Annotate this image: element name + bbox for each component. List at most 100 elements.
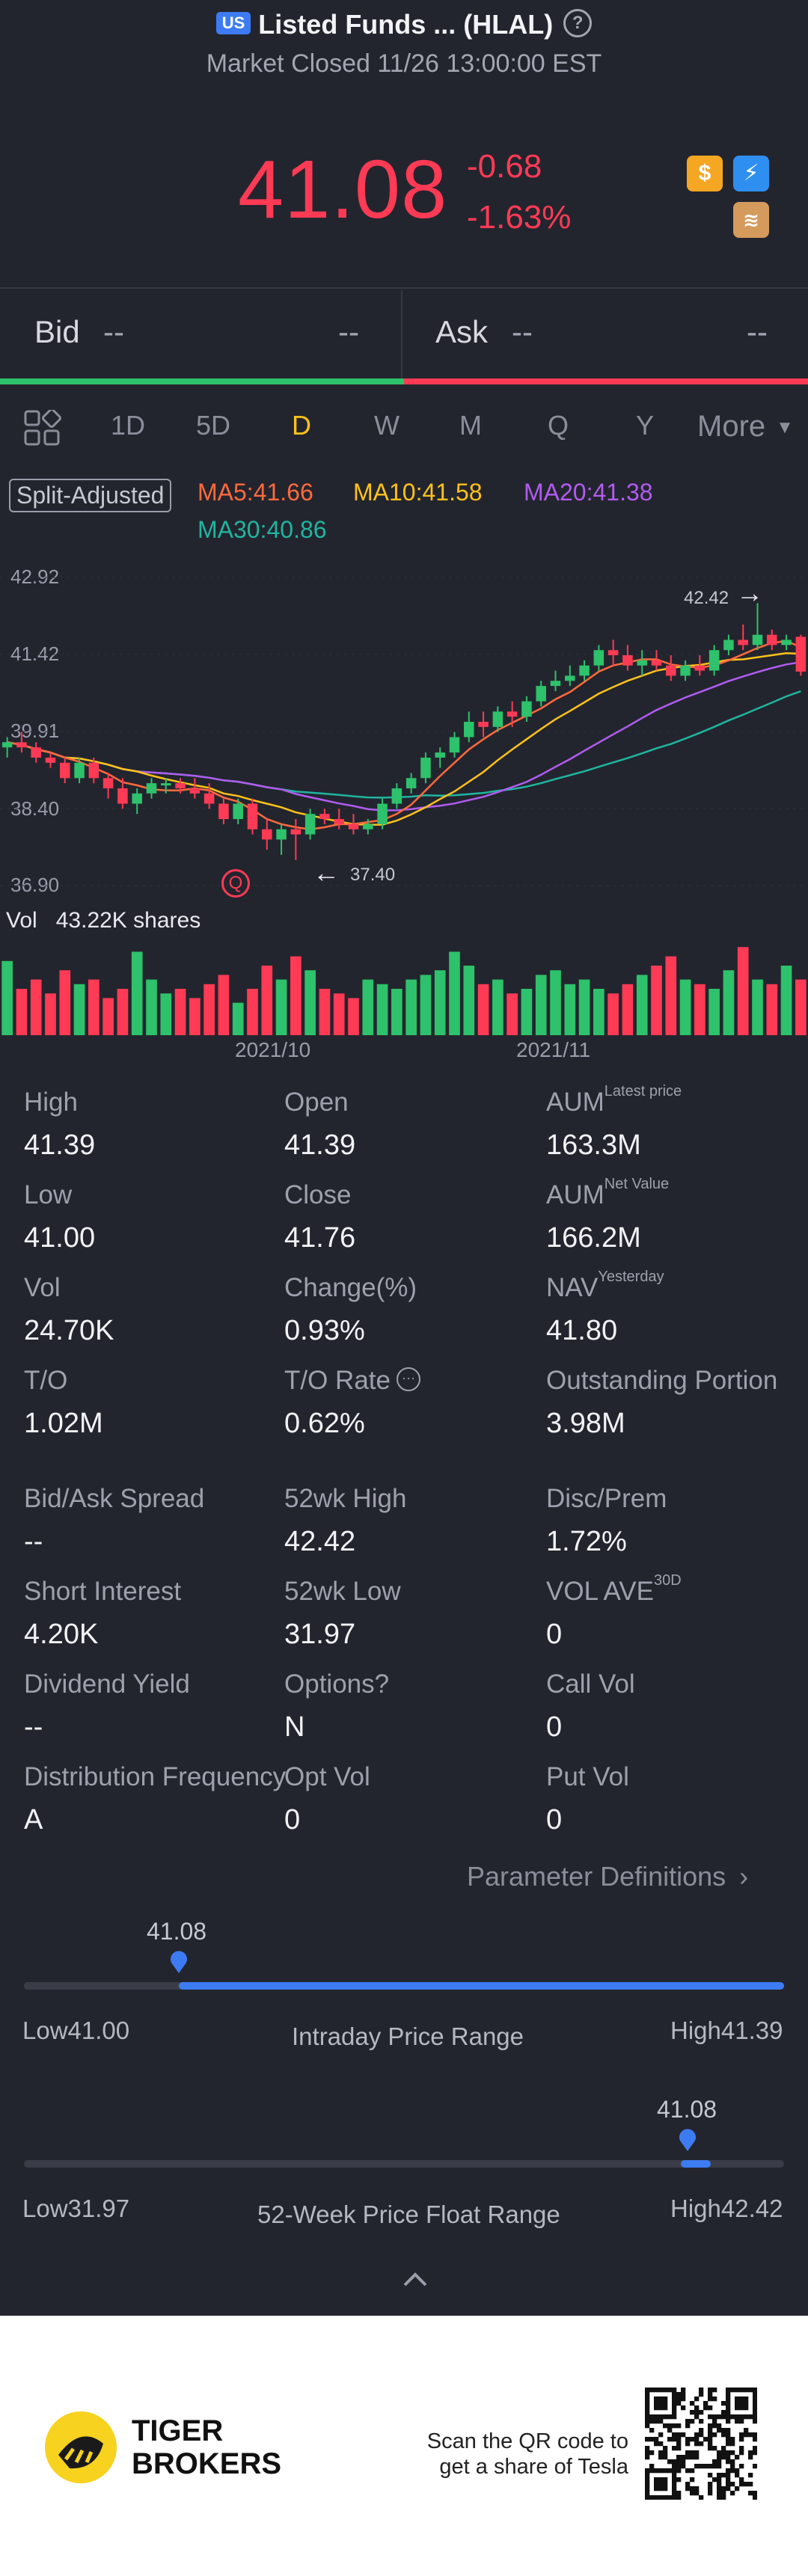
- vol-ave-label: VOL AVE30D: [546, 1572, 682, 1607]
- week52-current: 41.08: [657, 2096, 717, 2123]
- high-annotation: 42.42: [684, 588, 729, 608]
- param-link-text: Parameter Definitions: [467, 1861, 726, 1892]
- put-vol-value: 0: [546, 1804, 563, 1836]
- candle-body: [31, 747, 41, 758]
- candle-body: [521, 701, 532, 717]
- candle-body: [708, 650, 720, 671]
- candle-body: [117, 788, 128, 804]
- low-label: Low: [24, 1180, 73, 1209]
- candle-body: [377, 803, 388, 824]
- ma5-label: MA5:41.66: [198, 479, 313, 506]
- volume-bar: [203, 984, 215, 1035]
- chevron-down-icon: ▼: [776, 417, 794, 438]
- volume-bar: [348, 998, 359, 1035]
- ask-label: Ask: [435, 314, 489, 349]
- volume-bar: [102, 998, 114, 1035]
- week52-range-track: [24, 2160, 784, 2168]
- volume-bar: [232, 1002, 244, 1035]
- candle-body: [449, 737, 460, 753]
- tab-q[interactable]: Q: [548, 410, 569, 441]
- candle-body: [637, 660, 647, 666]
- outstanding-label: Outstanding Portion: [546, 1366, 778, 1395]
- ask-value: --: [512, 314, 533, 349]
- 52wk-high-value: 42.42: [284, 1526, 356, 1557]
- market-badge: US: [215, 12, 251, 35]
- volume-bar: [189, 998, 201, 1035]
- volume-bar: [492, 979, 504, 1035]
- flash-icon[interactable]: ⚡: [733, 156, 769, 191]
- volume-bar: [218, 975, 230, 1035]
- put-vol-label: Put Vol: [546, 1762, 629, 1791]
- vol-ave-value: 0: [546, 1619, 563, 1650]
- price-change: -0.68: [467, 148, 542, 185]
- candle-body: [363, 824, 373, 829]
- chevron-right-icon: ›: [739, 1861, 749, 1892]
- torate-text: T/O Rate: [284, 1366, 391, 1395]
- tab-y[interactable]: Y: [636, 410, 655, 441]
- parameter-definitions-link[interactable]: Parameter Definitions ›: [467, 1861, 748, 1892]
- tab-d[interactable]: D: [292, 410, 311, 441]
- high-text: High: [670, 2017, 721, 2044]
- volume-bar: [391, 989, 403, 1035]
- low-value: 41.00: [24, 1222, 96, 1254]
- earnings-marker[interactable]: Q: [221, 869, 250, 898]
- candle-body: [781, 640, 792, 645]
- opt-vol-label: Opt Vol: [284, 1762, 370, 1791]
- bid-strength-bar: [0, 378, 404, 384]
- y-tick: 39.91: [10, 720, 60, 742]
- stack-icon[interactable]: ≋: [733, 202, 769, 238]
- candle-body: [1, 742, 13, 748]
- ma10-label: MA10:41.58: [353, 479, 483, 506]
- candle-body: [60, 762, 70, 779]
- volume-bar: [780, 966, 792, 1035]
- volume-bar: [1, 960, 13, 1035]
- nav-value: 41.80: [546, 1315, 618, 1346]
- volume-bar: [708, 989, 720, 1035]
- candle-body: [405, 778, 417, 788]
- week52-title: 52-Week Price Float Range: [257, 2201, 560, 2228]
- app-title: US Listed Funds ... (HLAL)?: [0, 9, 808, 40]
- x-tick: 2021/11: [516, 1038, 591, 1061]
- dist-freq-label: Distribution Frequency: [24, 1762, 287, 1791]
- tab-w[interactable]: W: [374, 410, 400, 441]
- divider: [0, 287, 808, 289]
- turnover-rate-value: 0.62%: [284, 1408, 365, 1439]
- volume-bar: [247, 989, 258, 1035]
- candle-body: [175, 783, 186, 788]
- volume-bar: [73, 984, 85, 1035]
- tab-m[interactable]: M: [459, 410, 482, 441]
- dollar-icon[interactable]: $: [687, 156, 723, 191]
- candle-body: [319, 814, 330, 820]
- disc-prem-label: Disc/Prem: [546, 1484, 667, 1513]
- tab-more[interactable]: More ▼: [697, 410, 794, 444]
- short-interest-label: Short Interest: [24, 1577, 182, 1606]
- high-value: 41.39: [24, 1129, 96, 1161]
- candlestick-chart[interactable]: [0, 553, 808, 913]
- volume-bar: [16, 989, 28, 1035]
- candle-body: [579, 665, 590, 676]
- volume-bar: [449, 951, 460, 1035]
- help-icon[interactable]: ?: [563, 9, 593, 38]
- volume-bar: [304, 970, 316, 1035]
- layout-grid-icon[interactable]: [24, 410, 61, 447]
- candle-body: [420, 757, 431, 779]
- candle-body: [767, 634, 777, 645]
- ma20-label: MA20:41.38: [524, 479, 653, 506]
- tab-1d[interactable]: 1D: [111, 410, 146, 441]
- low-num: 31.97: [67, 2195, 130, 2222]
- outstanding-value: 3.98M: [546, 1408, 625, 1439]
- dividend-value: --: [24, 1711, 43, 1743]
- candle-body: [550, 681, 561, 687]
- chevron-up-icon[interactable]: [403, 2271, 428, 2287]
- tiger-logo-icon: [45, 2411, 117, 2483]
- info-dots-icon[interactable]: ···: [396, 1367, 420, 1391]
- volume-bar: [723, 970, 735, 1035]
- split-adjusted-toggle[interactable]: Split-Adjusted: [9, 479, 172, 512]
- candle-body: [348, 824, 359, 829]
- candle-body: [622, 655, 633, 666]
- tab-5d[interactable]: 5D: [196, 410, 231, 441]
- bid-size: --: [338, 314, 359, 349]
- call-vol-label: Call Vol: [546, 1669, 635, 1699]
- week52-range-fill: [681, 2160, 711, 2168]
- candle-body: [738, 640, 748, 645]
